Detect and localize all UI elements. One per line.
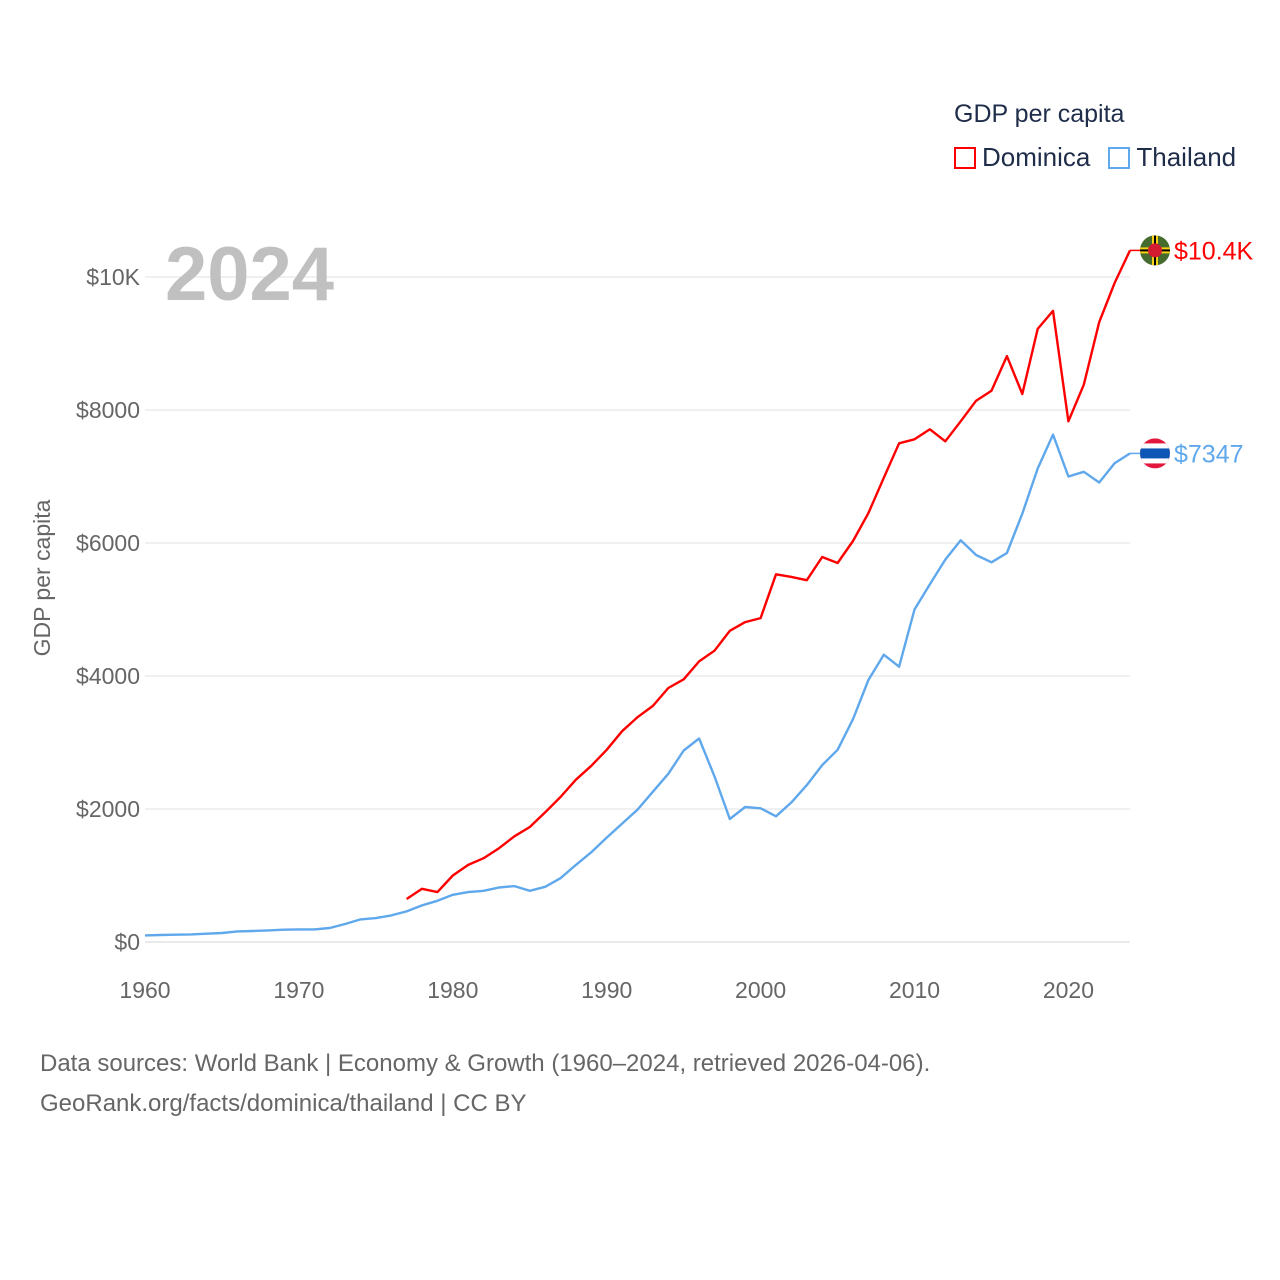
series-line-dominica (405, 249, 1132, 901)
y-tick-label: $0 (114, 929, 140, 955)
y-tick-label: $10K (86, 264, 140, 290)
data-sources: Data sources: World Bank | Economy & Gro… (40, 1050, 931, 1077)
legend-item-dominica[interactable]: Dominica (954, 142, 1090, 173)
legend-swatch-dominica (954, 146, 976, 169)
y-tick-label: $8000 (76, 397, 140, 423)
legend-title: GDP per capita (954, 100, 1125, 128)
x-tick-label: 2010 (889, 977, 940, 1003)
flag-blue (1140, 448, 1170, 459)
legend-item-thailand[interactable]: Thailand (1108, 142, 1236, 173)
end-value-label: $7347 (1174, 440, 1244, 468)
x-tick-label: 1990 (581, 977, 632, 1003)
legend-label: Dominica (982, 142, 1091, 172)
attribution: GeoRank.org/facts/dominica/thailand | CC… (40, 1090, 527, 1117)
flag (1140, 235, 1170, 266)
x-tick-label: 2000 (735, 977, 786, 1003)
dominica-flag-icon (1140, 235, 1170, 266)
thailand-flag-icon (1140, 438, 1170, 469)
y-axis-label: GDP per capita (29, 499, 55, 656)
end-value-label: $10.4K (1174, 237, 1254, 265)
legend: Dominica Thailand (954, 142, 1236, 173)
x-tick-label: 2020 (1043, 977, 1094, 1003)
flag-disc (1148, 243, 1162, 258)
legend-swatch-thailand (1108, 146, 1131, 169)
x-tick-label: 1980 (427, 977, 478, 1003)
series-line-thailand (144, 433, 1131, 937)
x-tick-label: 1970 (273, 977, 324, 1003)
footer: Data sources: World Bank | Economy & Gro… (40, 1044, 930, 1124)
flag (1140, 438, 1170, 469)
legend-label: Thailand (1136, 142, 1237, 172)
y-tick-label: $4000 (76, 663, 140, 689)
y-tick-label: $6000 (76, 530, 140, 556)
x-tick-label: 1960 (119, 977, 170, 1003)
year-watermark: 2024 (165, 232, 334, 317)
y-tick-label: $2000 (76, 796, 140, 822)
